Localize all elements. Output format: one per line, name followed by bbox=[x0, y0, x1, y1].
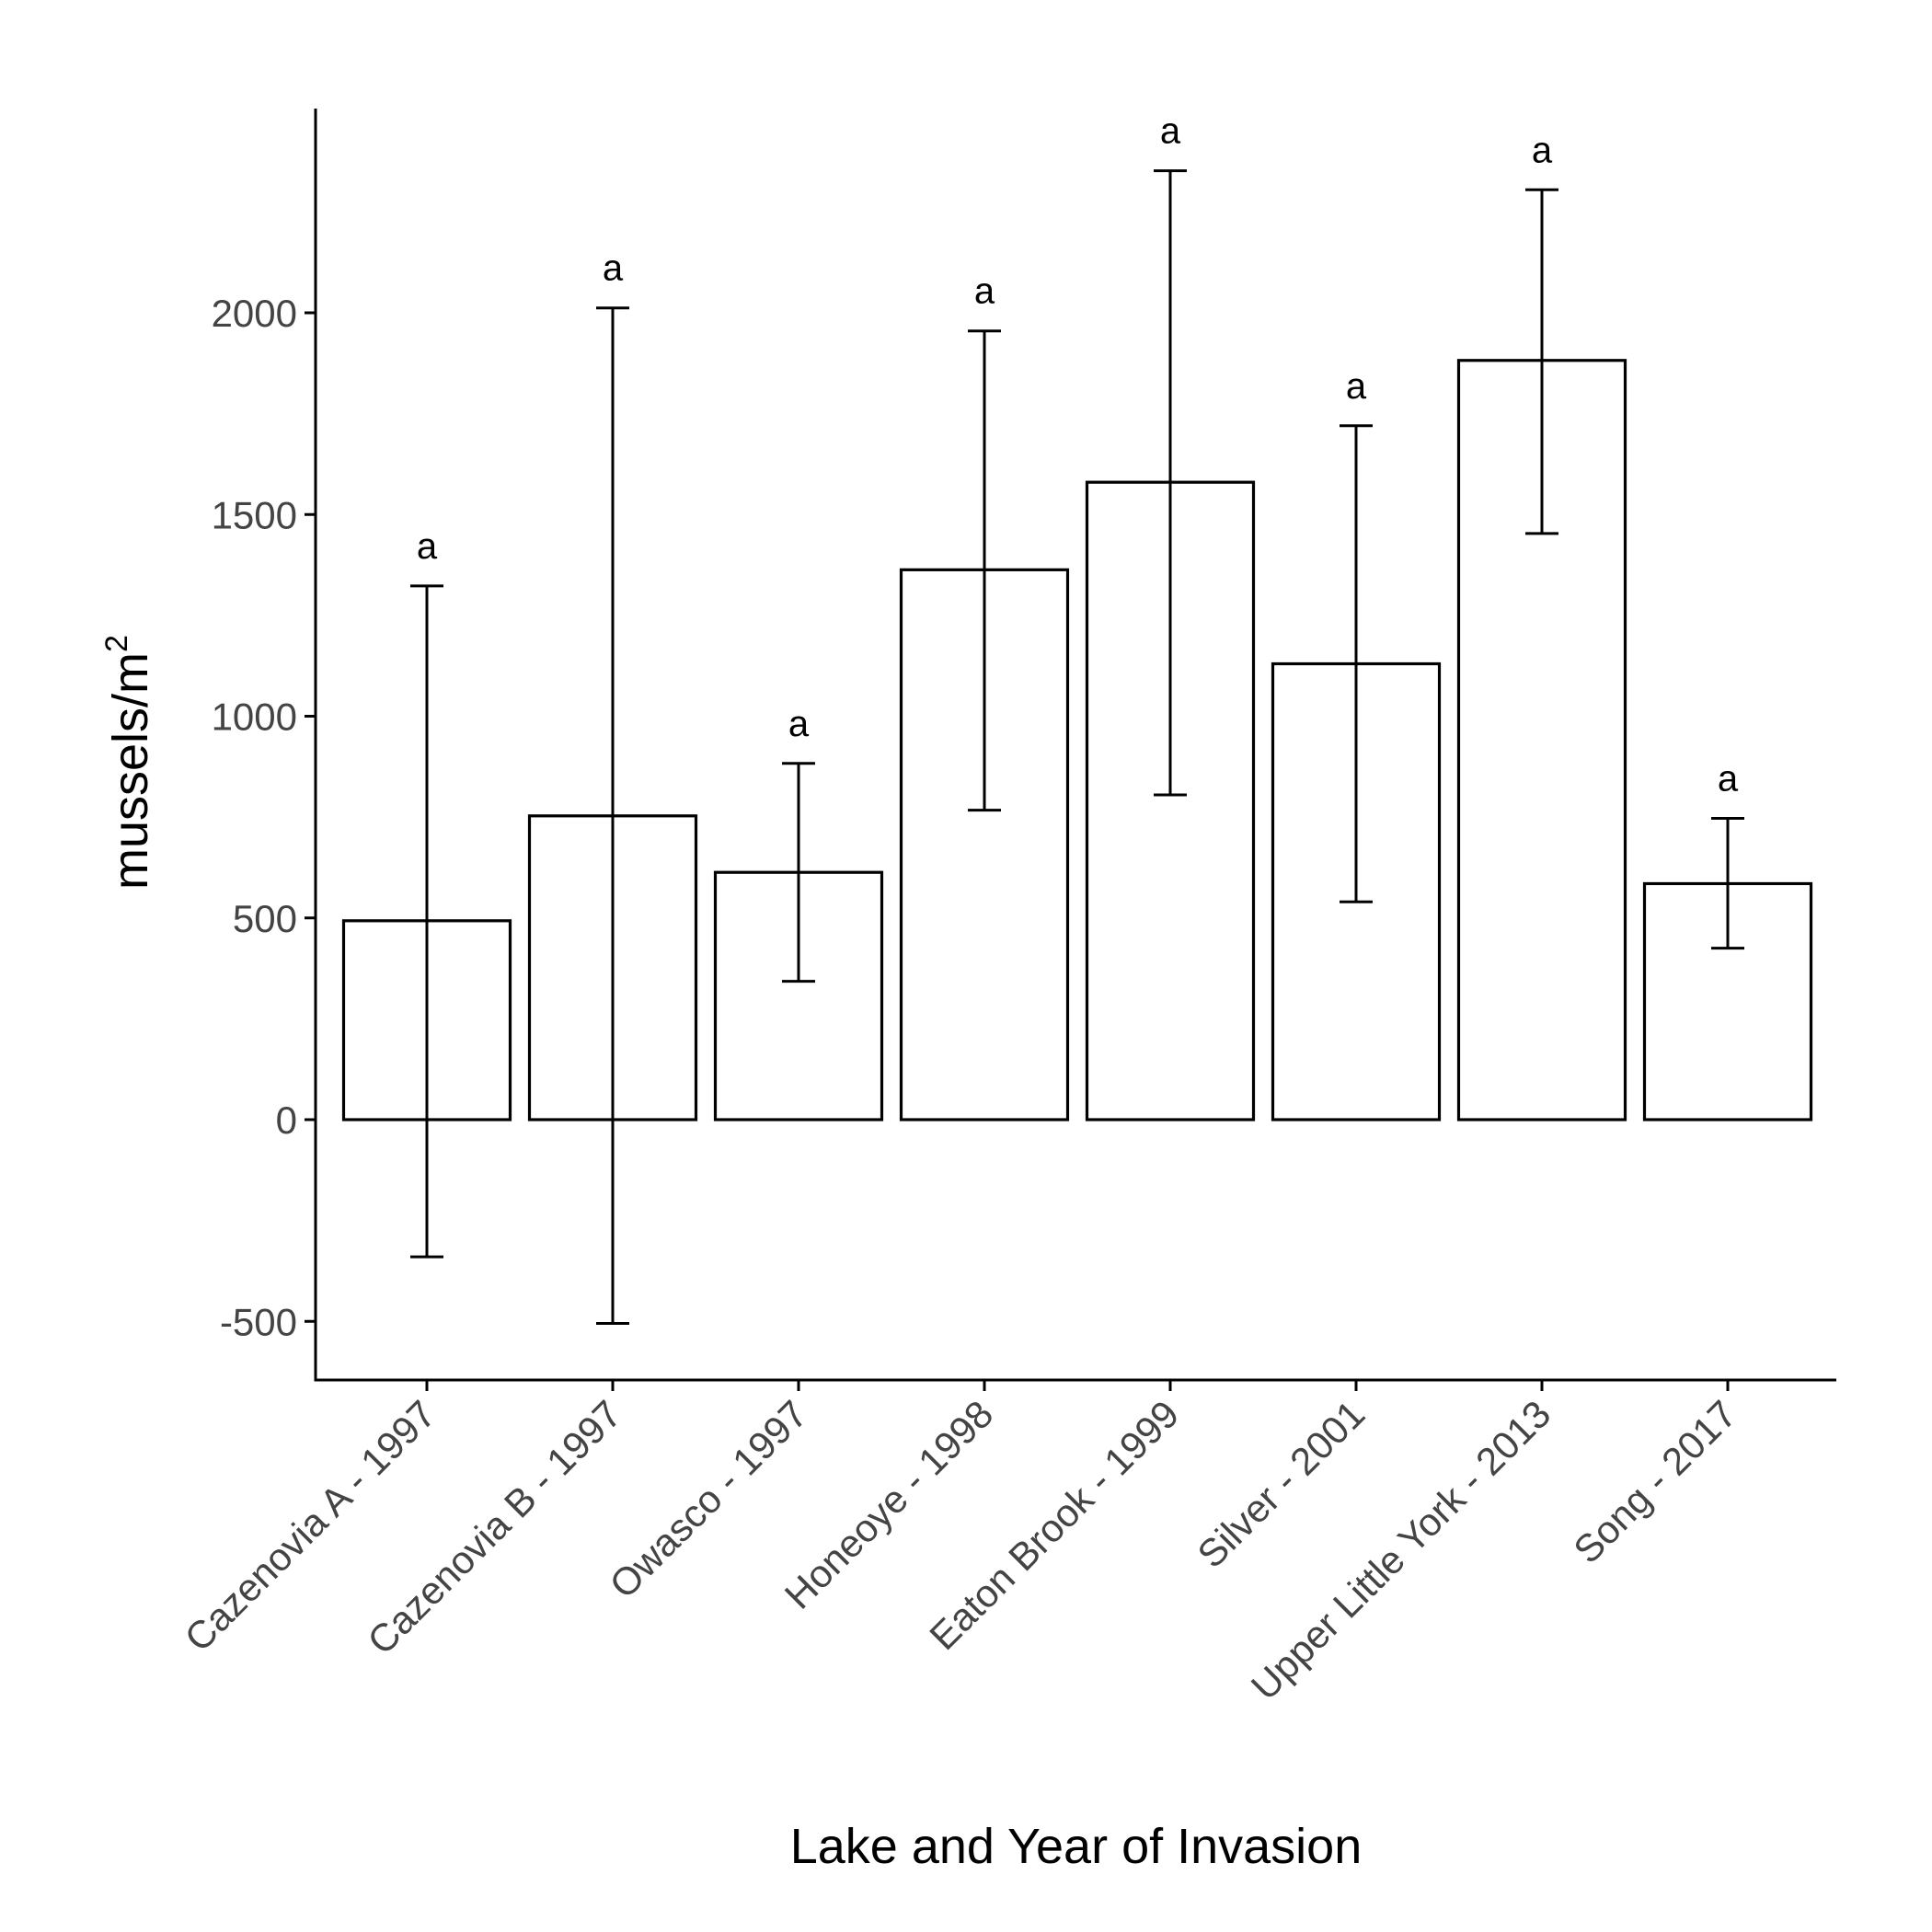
significance-label: a bbox=[417, 526, 438, 567]
y-tick-label: 1500 bbox=[212, 493, 297, 536]
bars-group bbox=[341, 359, 1813, 1121]
x-tick-label: Song - 2017 bbox=[1565, 1392, 1744, 1571]
x-axis-title: Lake and Year of Invasion bbox=[790, 1819, 1363, 1874]
y-tick-label: 2000 bbox=[212, 292, 297, 335]
significance-label: a bbox=[1718, 758, 1739, 799]
y-axis-ticks: -500 0 500 1000 1500 2000 bbox=[212, 292, 316, 1343]
significance-label: a bbox=[1346, 366, 1367, 407]
x-tick-label: Silver - 2001 bbox=[1189, 1392, 1373, 1576]
error-bars-group bbox=[410, 169, 1744, 1325]
x-tick-label: Upper Little York - 2013 bbox=[1243, 1392, 1559, 1708]
y-tick-label: 0 bbox=[276, 1098, 297, 1142]
y-axis-title-superscript: 2 bbox=[99, 635, 134, 652]
x-tick-label: Owasco - 1997 bbox=[601, 1392, 815, 1606]
significance-label: a bbox=[974, 271, 995, 312]
significance-label: a bbox=[1160, 111, 1181, 152]
y-axis-title: mussels/m2 bbox=[99, 635, 158, 890]
y-axis-title-main: mussels/m bbox=[103, 652, 158, 890]
significance-label: a bbox=[603, 248, 624, 289]
y-tick-label: 1000 bbox=[212, 696, 297, 739]
significance-label: a bbox=[788, 704, 810, 744]
y-tick-label: -500 bbox=[220, 1300, 297, 1343]
significance-labels-group: a a a a a a a a bbox=[417, 111, 1739, 799]
y-tick-label: 500 bbox=[233, 897, 297, 940]
significance-label: a bbox=[1532, 130, 1553, 170]
